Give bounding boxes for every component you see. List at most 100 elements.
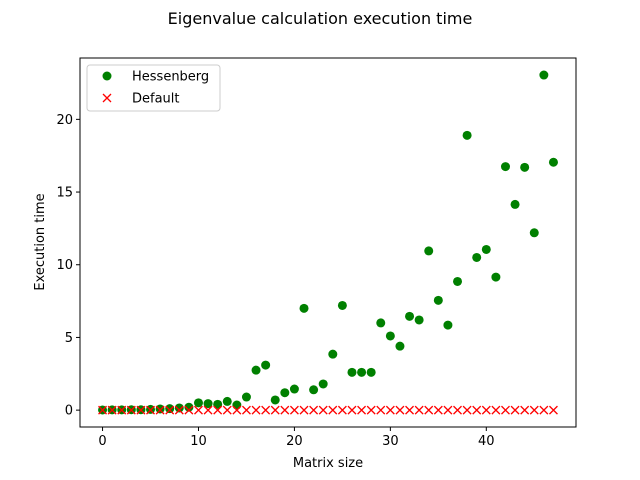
- y-axis-label: Execution time: [33, 193, 48, 290]
- x-axis-label: Matrix size: [293, 456, 363, 471]
- hessenberg-point-38: [462, 130, 472, 140]
- hessenberg-point-19: [280, 388, 290, 398]
- default-point-34: [424, 405, 434, 415]
- hessenberg-point-12: [213, 399, 223, 409]
- default-point-43: [510, 405, 520, 415]
- chart-title: Eigenvalue calculation execution time: [168, 9, 473, 28]
- default-point-40: [481, 405, 491, 415]
- default-point-45: [529, 405, 539, 415]
- plot-area-frame: [79, 57, 577, 428]
- hessenberg-point-39: [472, 252, 482, 262]
- hessenberg-point-6: [155, 404, 165, 414]
- hessenberg-point-46: [539, 70, 549, 80]
- default-point-19: [280, 405, 290, 415]
- default-point-33: [414, 405, 424, 415]
- default-point-17: [261, 405, 271, 415]
- hessenberg-point-17: [261, 360, 271, 370]
- y-tick-label-2: 10: [56, 258, 73, 273]
- default-point-4: [136, 405, 146, 415]
- default-point-5: [146, 405, 155, 415]
- default-point-36: [443, 405, 453, 415]
- hessenberg-point-9: [184, 402, 194, 412]
- hessenberg-point-30: [385, 331, 395, 341]
- default-point-23: [318, 405, 328, 415]
- hessenberg-point-42: [500, 162, 510, 172]
- x-tick-label-0: 0: [98, 434, 106, 449]
- default-point-11: [203, 405, 213, 415]
- hessenberg-point-28: [366, 367, 376, 377]
- hessenberg-point-23: [318, 379, 328, 389]
- data-points: [98, 70, 558, 415]
- hessenberg-point-41: [491, 272, 501, 282]
- default-point-35: [433, 405, 443, 415]
- default-point-24: [328, 405, 338, 415]
- hessenberg-point-18: [270, 395, 280, 405]
- hessenberg-point-26: [347, 367, 357, 377]
- x-tick-label-4: 40: [478, 434, 495, 449]
- hessenberg-point-14: [232, 400, 242, 410]
- hessenberg-point-43: [510, 199, 520, 209]
- default-point-28: [366, 405, 376, 415]
- hessenberg-point-29: [376, 318, 386, 328]
- hessenberg-point-24: [328, 349, 338, 359]
- default-point-26: [347, 405, 357, 415]
- default-point-42: [501, 405, 510, 415]
- default-point-20: [289, 405, 299, 415]
- x-tick-label-1: 10: [190, 434, 207, 449]
- hessenberg-point-47: [548, 157, 558, 167]
- default-point-29: [376, 405, 386, 415]
- y-tick-label-4: 20: [56, 113, 73, 128]
- default-point-30: [385, 405, 395, 415]
- default-point-3: [126, 405, 136, 415]
- default-point-1: [107, 405, 117, 415]
- hessenberg-point-16: [251, 365, 261, 375]
- x-tick-label-2: 20: [286, 434, 303, 449]
- hessenberg-point-10: [193, 398, 203, 408]
- hessenberg-point-40: [481, 244, 491, 254]
- default-point-46: [539, 405, 549, 415]
- hessenberg-point-37: [453, 276, 463, 286]
- default-point-32: [405, 405, 415, 415]
- default-point-0: [98, 405, 108, 415]
- default-point-31: [395, 405, 405, 415]
- default-point-44: [520, 405, 530, 415]
- default-point-10: [194, 405, 203, 415]
- legend-label-default: Default: [132, 92, 180, 107]
- default-point-12: [213, 405, 223, 415]
- hessenberg-point-21: [299, 303, 309, 313]
- legend-box: [86, 64, 221, 112]
- default-point-38: [462, 405, 472, 415]
- hessenberg-point-8: [174, 403, 184, 413]
- default-point-7: [165, 405, 175, 415]
- default-point-2: [117, 405, 127, 415]
- default-point-25: [337, 405, 347, 415]
- default-point-9: [184, 405, 194, 415]
- hessenberg-point-20: [289, 384, 299, 394]
- default-point-47: [548, 405, 558, 415]
- default-point-21: [299, 405, 309, 415]
- hessenberg-point-13: [222, 396, 232, 406]
- default-point-14: [232, 405, 242, 415]
- y-tick-label-0: 0: [65, 404, 73, 419]
- hessenberg-point-32: [405, 311, 415, 321]
- y-tick-label-1: 5: [65, 331, 73, 346]
- legend-label-hessenberg: Hessenberg: [132, 70, 209, 85]
- hessenberg-point-35: [433, 295, 443, 305]
- hessenberg-point-31: [395, 341, 405, 351]
- hessenberg-point-11: [203, 399, 213, 409]
- legend-marker-hessenberg: [102, 71, 112, 81]
- hessenberg-point-45: [529, 228, 539, 238]
- hessenberg-point-34: [424, 246, 434, 256]
- default-point-16: [251, 405, 261, 415]
- hessenberg-point-33: [414, 315, 424, 325]
- axis-ticks: 0 10 20 30 40 0 5 10 15 20: [56, 113, 494, 449]
- hessenberg-point-7: [165, 404, 175, 414]
- hessenberg-point-36: [443, 320, 453, 330]
- hessenberg-point-22: [309, 385, 319, 395]
- hessenberg-point-15: [241, 392, 251, 402]
- x-tick-label-3: 30: [382, 434, 399, 449]
- default-point-41: [491, 405, 501, 415]
- default-point-8: [174, 405, 184, 415]
- default-point-22: [309, 405, 319, 415]
